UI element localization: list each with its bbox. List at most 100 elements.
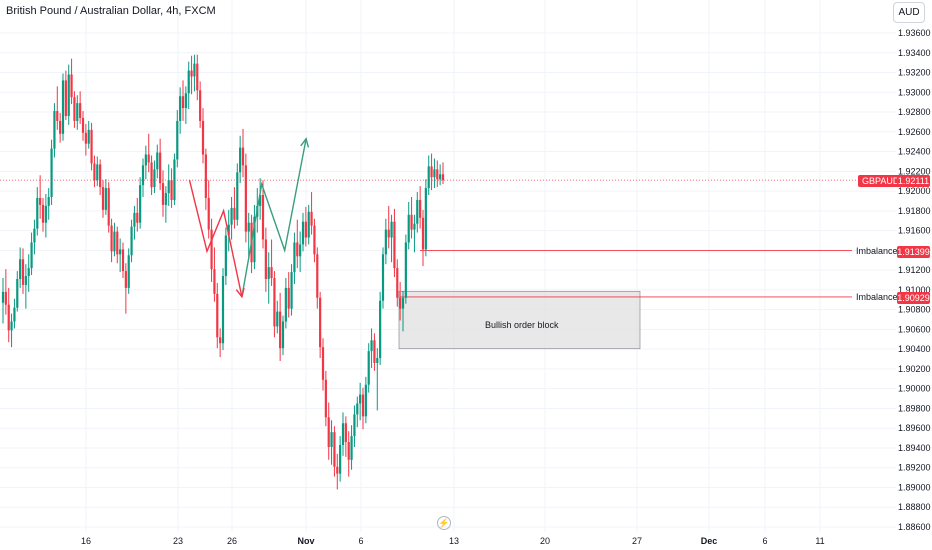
imbalance-tag-1: 1.91399: [897, 246, 930, 258]
candle-body: [7, 304, 10, 331]
candle-body: [347, 442, 350, 460]
y-tick-label: 1.92000: [898, 186, 931, 196]
candle-body: [164, 193, 167, 205]
y-tick-label: 1.89800: [898, 403, 931, 413]
y-tick-label: 1.91600: [898, 226, 931, 236]
candle-body: [144, 154, 147, 166]
y-tick-label: 1.90800: [898, 305, 931, 315]
candle-body: [136, 212, 139, 223]
candle-body: [70, 74, 73, 98]
x-tick-label: 26: [227, 536, 237, 546]
candle-body: [221, 276, 225, 344]
candle-body: [1, 291, 5, 303]
candle-body: [19, 259, 22, 280]
candle-body: [390, 221, 393, 238]
candle-body: [373, 340, 376, 363]
candle-body: [41, 204, 45, 223]
candle-body: [301, 221, 305, 245]
chart-grid: [0, 0, 896, 532]
candle-body: [339, 444, 342, 474]
candle-body: [330, 432, 333, 447]
chart-title: British Pound / Australian Dollar, 4h, F…: [6, 5, 216, 17]
candle-body: [281, 321, 285, 349]
candle-body: [13, 307, 16, 322]
symbol-tag: GBPAUD: [858, 175, 904, 187]
candle-body: [190, 70, 193, 77]
y-tick-label: 1.89200: [898, 463, 931, 473]
candle-body: [296, 242, 299, 257]
candle-body: [264, 239, 267, 280]
candle-body: [81, 117, 85, 133]
candle-body: [181, 96, 185, 109]
candle-body: [33, 228, 36, 243]
last-price-tag: 1.92111: [897, 175, 930, 187]
candle-body: [381, 254, 385, 301]
candle-body: [50, 148, 53, 198]
candle-body: [21, 259, 25, 285]
candle-body: [304, 221, 307, 238]
candle-body: [99, 164, 102, 188]
x-tick-label: 6: [358, 536, 363, 546]
price-axis: 1.93600 1.93400 1.93200 1.93000 1.92800 1.926…: [898, 28, 931, 532]
candle-body: [407, 214, 410, 243]
currency-button[interactable]: AUD: [893, 2, 925, 23]
candle-body: [104, 188, 107, 210]
candle-body: [287, 287, 290, 309]
candle-body: [413, 223, 416, 230]
y-tick-label: 1.88600: [898, 522, 931, 532]
candlesticks: [1, 54, 445, 490]
candle-body: [170, 180, 173, 200]
candle-body: [84, 132, 87, 144]
x-tick-label: 23: [173, 536, 183, 546]
candle-body: [253, 216, 256, 263]
candle-body: [364, 384, 367, 417]
candle-body: [76, 103, 79, 121]
candle-body: [107, 188, 110, 226]
y-tick-label: 1.90400: [898, 344, 931, 354]
candle-body: [279, 311, 282, 349]
candle-body: [10, 321, 13, 331]
candle-body: [401, 297, 405, 309]
candle-body: [344, 423, 347, 443]
candle-body: [173, 159, 176, 200]
candle-body: [113, 231, 116, 252]
candle-body: [424, 188, 427, 250]
candle-body: [367, 351, 370, 385]
bearish-projection-path: [188, 180, 243, 297]
order-block-rect: [398, 290, 641, 350]
candle-body: [130, 226, 133, 256]
y-tick-label: 1.93600: [898, 28, 931, 38]
candle-body: [239, 147, 242, 173]
candle-body: [224, 235, 227, 277]
candle-body: [341, 423, 345, 445]
candle-body: [39, 197, 42, 205]
y-tick-label: 1.93400: [898, 48, 931, 58]
candle-body: [187, 70, 190, 94]
imbalance-label-1: Imbalance: [856, 246, 898, 256]
y-tick-label: 1.90000: [898, 384, 931, 394]
y-tick-label: 1.91000: [898, 285, 931, 295]
candle-body: [53, 111, 56, 149]
candle-body: [313, 225, 316, 255]
y-tick-label: 1.92400: [898, 147, 931, 157]
candle-body: [241, 147, 245, 166]
candle-body: [124, 271, 127, 288]
candle-body: [133, 212, 136, 227]
candle-body: [210, 229, 213, 270]
y-tick-label: 1.89000: [898, 482, 931, 492]
candle-body: [61, 80, 65, 134]
y-tick-label: 1.89400: [898, 443, 931, 453]
candle-body: [36, 197, 39, 229]
candle-body: [184, 93, 187, 109]
x-tick-label: 11: [815, 536, 824, 546]
lightning-icon[interactable]: ⚡: [437, 516, 451, 530]
candle-body: [376, 358, 379, 363]
bullish-arrowhead: [300, 137, 310, 148]
imbalance-tag-2: 1.90929: [897, 292, 930, 304]
x-tick-label: 20: [540, 536, 550, 546]
candle-body: [93, 163, 96, 181]
candle-body: [361, 394, 365, 417]
candle-body: [24, 276, 27, 285]
candle-body: [56, 111, 59, 121]
